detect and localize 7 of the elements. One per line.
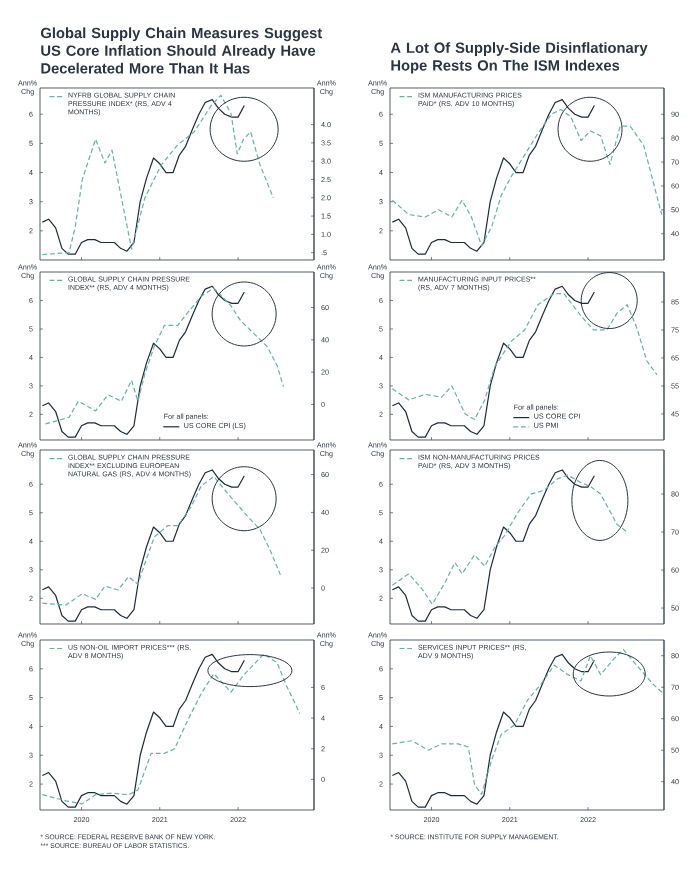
line-series xyxy=(41,475,281,606)
line-series xyxy=(391,292,658,421)
line-series xyxy=(44,287,285,425)
line-series xyxy=(391,474,628,605)
line-series xyxy=(41,94,274,256)
line-series xyxy=(391,648,664,795)
line-series xyxy=(41,653,301,805)
